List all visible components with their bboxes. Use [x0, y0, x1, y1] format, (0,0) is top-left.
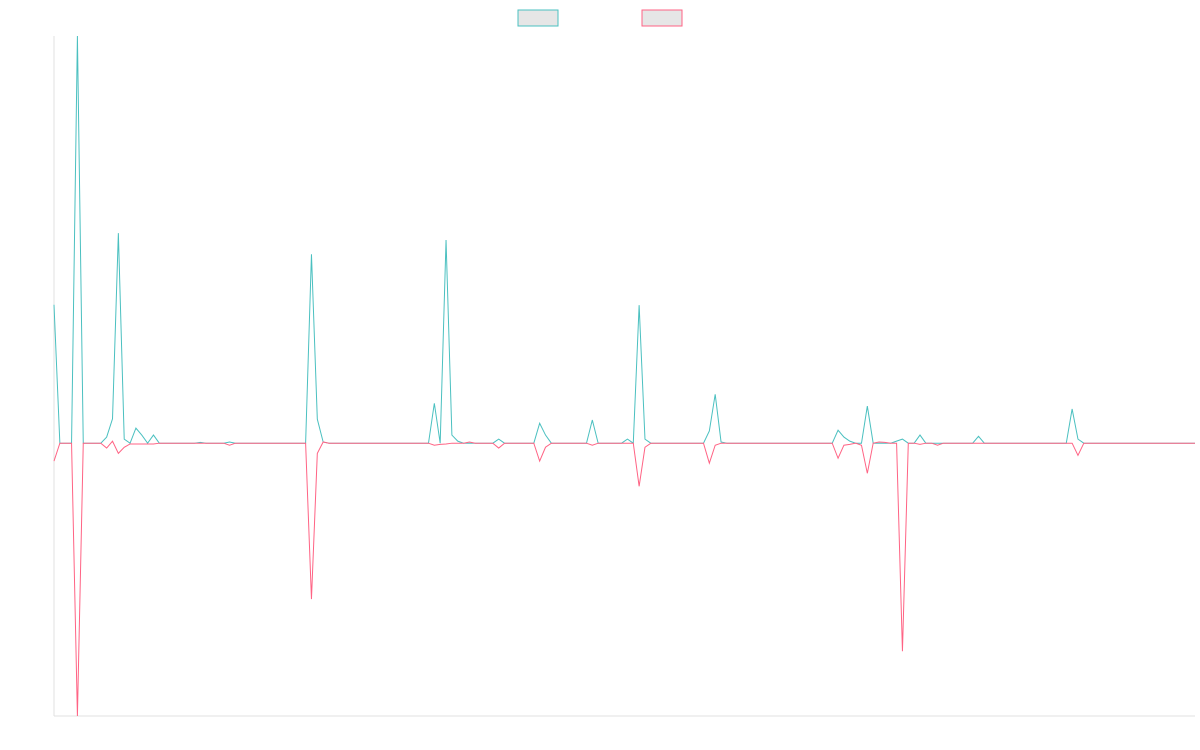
legend-swatch[interactable] [641, 9, 683, 27]
line-series [53, 440, 1195, 717]
line-series [53, 35, 1195, 445]
legend-swatch[interactable] [517, 9, 559, 27]
